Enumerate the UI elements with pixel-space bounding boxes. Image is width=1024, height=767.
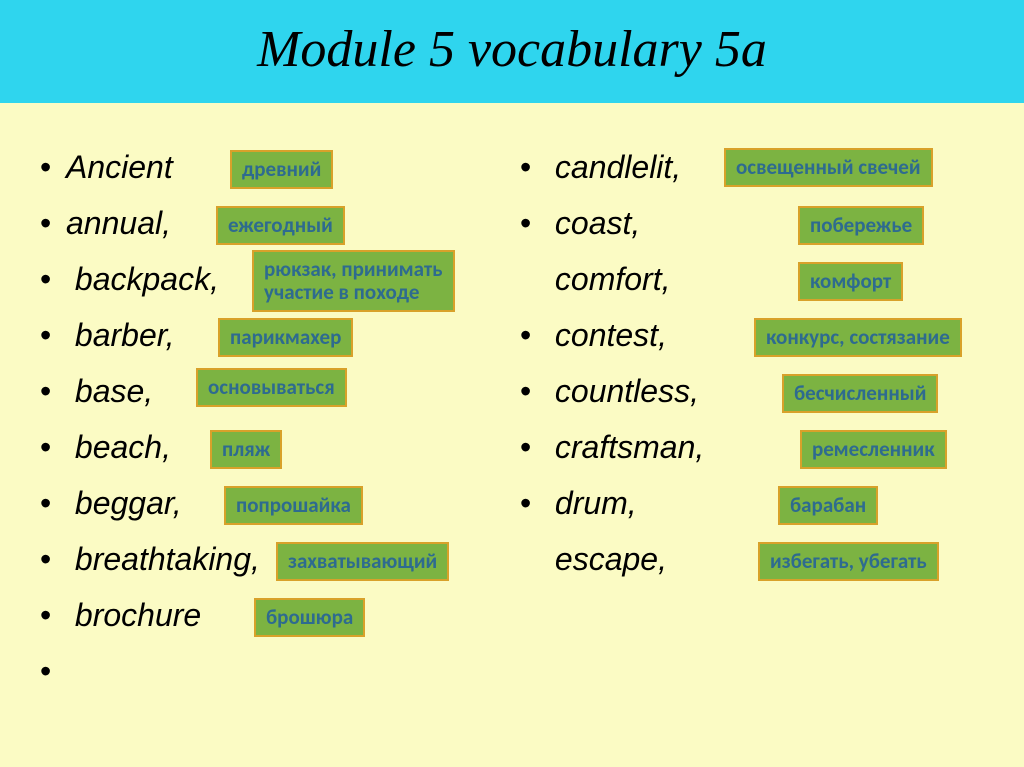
vocab-word: • beach, xyxy=(40,430,171,465)
vocab-row: • contest, конкурс, состязание xyxy=(520,318,990,374)
translation-badge: конкурс, состязание xyxy=(754,318,962,357)
vocab-row: • craftsman, ремесленник xyxy=(520,430,990,486)
vocab-word: •Ancient xyxy=(40,150,173,185)
bullet-icon: • xyxy=(520,374,546,409)
bullet-icon: • xyxy=(40,430,66,465)
vocab-word: • countless, xyxy=(520,374,699,409)
vocab-word: • backpack, xyxy=(40,262,219,297)
vocab-word: • breathtaking, xyxy=(40,542,260,577)
vocab-row: •Ancient древний xyxy=(40,150,510,206)
bullet-icon: • xyxy=(40,374,66,409)
vocab-row: • base,основываться xyxy=(40,374,510,430)
slide: Module 5 vocabulary 5a •Ancient древний •a… xyxy=(0,0,1024,767)
bullet-icon: • xyxy=(40,206,66,241)
vocab-word: escape, xyxy=(520,542,667,577)
translation-badge: древний xyxy=(230,150,333,189)
bullet-icon: • xyxy=(520,318,546,353)
bullet-icon: • xyxy=(40,598,66,633)
translation-badge: комфорт xyxy=(798,262,903,301)
translation-badge: барабан xyxy=(778,486,878,525)
vocab-row: • brochure брошюра xyxy=(40,598,510,654)
title-bar: Module 5 vocabulary 5a xyxy=(0,0,1024,103)
translation-badge: рюкзак, принимать участие в походе xyxy=(252,250,455,312)
vocab-word: •annual, xyxy=(40,206,171,241)
content-area: •Ancient древний •annual, ежегодный • backpa… xyxy=(0,140,1024,760)
vocab-word: • candlelit, xyxy=(520,150,681,185)
translation-badge: основываться xyxy=(196,368,347,407)
bullet-icon: • xyxy=(520,206,546,241)
vocab-word: • brochure xyxy=(40,598,201,633)
bullet-icon: • xyxy=(520,150,546,185)
translation-badge: побережье xyxy=(798,206,924,245)
vocab-row: • barber, парикмахер xyxy=(40,318,510,374)
translation-badge: захватывающий xyxy=(276,542,449,581)
vocab-word: • coast, xyxy=(520,206,640,241)
translation-badge: брошюра xyxy=(254,598,365,637)
translation-badge: избегать, убегать xyxy=(758,542,939,581)
page-title: Module 5 vocabulary 5a xyxy=(0,20,1024,79)
column-right: • candlelit, освещенный свечей • coast, поб… xyxy=(520,150,990,598)
vocab-row: • drum, барабан xyxy=(520,486,990,542)
translation-badge: парикмахер xyxy=(218,318,353,357)
bullet-icon: • xyxy=(40,318,66,353)
vocab-word: • craftsman, xyxy=(520,430,704,465)
vocab-row: • beggar, попрошайка xyxy=(40,486,510,542)
vocab-word: • base, xyxy=(40,374,153,409)
vocab-row: • breathtaking, захватывающий xyxy=(40,542,510,598)
translation-badge: ежегодный xyxy=(216,206,345,245)
bullet-icon: • xyxy=(40,262,66,297)
bullet-icon: • xyxy=(40,486,66,521)
translation-badge: попрошайка xyxy=(224,486,363,525)
vocab-row: • xyxy=(40,654,510,710)
translation-badge: пляж xyxy=(210,430,282,469)
vocab-row: comfort, комфорт xyxy=(520,262,990,318)
vocab-word: • beggar, xyxy=(40,486,182,521)
vocab-word: • contest, xyxy=(520,318,667,353)
vocab-word: comfort, xyxy=(520,262,670,297)
bullet-icon: • xyxy=(520,486,546,521)
vocab-row: • beach, пляж xyxy=(40,430,510,486)
translation-badge: освещенный свечей xyxy=(724,148,933,187)
vocab-word: • barber, xyxy=(40,318,175,353)
vocab-row: escape, избегать, убегать xyxy=(520,542,990,598)
translation-badge: бесчисленный xyxy=(782,374,938,413)
vocab-row: • coast, побережье xyxy=(520,206,990,262)
bullet-icon: • xyxy=(40,150,66,185)
bullet-icon: • xyxy=(520,430,546,465)
vocab-row: • countless, бесчисленный xyxy=(520,374,990,430)
translation-badge: ремесленник xyxy=(800,430,947,469)
bullet-icon: • xyxy=(40,542,66,577)
vocab-row: • backpack,рюкзак, принимать участие в п… xyxy=(40,262,510,318)
column-left: •Ancient древний •annual, ежегодный • backpa… xyxy=(40,150,510,710)
vocab-word: • xyxy=(40,654,66,689)
vocab-word: • drum, xyxy=(520,486,637,521)
vocab-row: • candlelit, освещенный свечей xyxy=(520,150,990,206)
bullet-icon: • xyxy=(40,654,66,689)
